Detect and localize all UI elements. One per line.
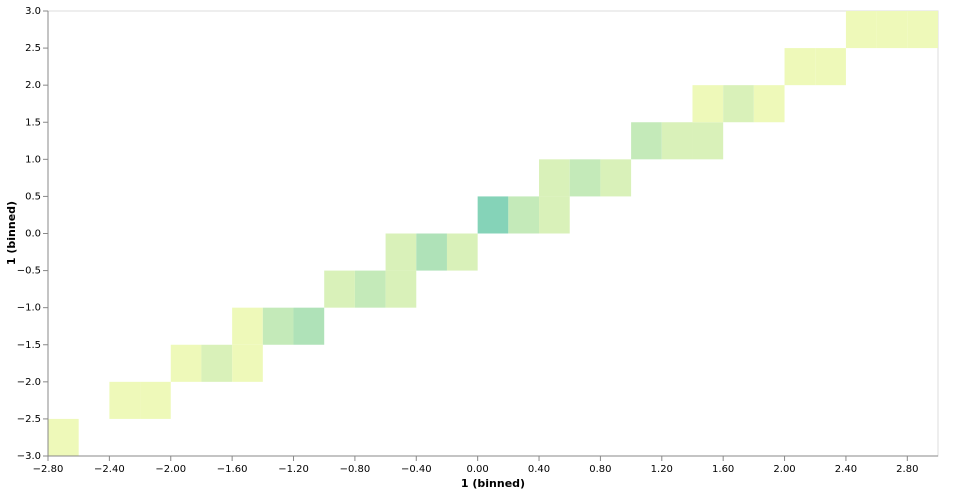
heat-cell (600, 159, 632, 197)
y-tick-label: 2.5 (25, 43, 41, 54)
x-tick-label: 2.80 (896, 464, 918, 475)
heat-cell (692, 85, 724, 123)
y-tick-label: −2.0 (17, 377, 41, 388)
y-tick-label: 0.0 (25, 229, 41, 240)
heat-cell (784, 48, 816, 86)
y-tick-label: −0.5 (17, 266, 41, 277)
y-axis-title: 1 (binned) (5, 201, 18, 265)
heat-cell (569, 159, 601, 197)
heat-cell (477, 196, 509, 234)
heat-cell (324, 270, 355, 308)
y-tick-label: 0.5 (25, 191, 41, 202)
heat-cell (446, 233, 478, 271)
x-tick-label: 2.00 (773, 464, 795, 475)
x-tick-label: 0.00 (467, 464, 489, 475)
heat-cell (907, 11, 938, 49)
y-tick-label: −1.5 (17, 340, 41, 351)
y-tick-label: 1.0 (25, 154, 41, 165)
heat-cell (140, 381, 171, 419)
heat-cell (508, 196, 540, 234)
x-axis-title: 1 (binned) (461, 477, 525, 490)
y-tick-label: −2.5 (17, 414, 41, 425)
heat-cell (232, 344, 263, 382)
heat-cell (385, 233, 417, 271)
heat-cell (631, 122, 662, 160)
x-tick-label: −2.40 (94, 464, 125, 475)
x-tick-label: 0.40 (528, 464, 550, 475)
heat-cell (539, 196, 570, 234)
heat-cell (539, 159, 570, 197)
heat-cell (48, 418, 79, 456)
heat-cell (170, 344, 202, 382)
x-tick-label: 1.60 (712, 464, 734, 475)
y-tick-label: −3.0 (17, 451, 41, 462)
y-tick-label: 1.5 (25, 117, 41, 128)
x-tick-label: −1.20 (278, 464, 309, 475)
x-tick-label: −2.80 (33, 464, 64, 475)
heat-cell (876, 11, 908, 49)
heat-cell (109, 381, 141, 419)
y-tick-label: 2.0 (25, 80, 41, 91)
y-tick-label: 3.0 (25, 6, 41, 17)
heat-cell (723, 85, 754, 123)
x-tick-label: −1.60 (217, 464, 248, 475)
heat-cell (692, 122, 724, 160)
heat-cell (845, 11, 877, 49)
x-tick-label: 2.40 (835, 464, 857, 475)
heat-cell (232, 307, 263, 345)
y-tick-label: −1.0 (17, 303, 41, 314)
x-tick-label: −0.40 (401, 464, 432, 475)
x-tick-label: −0.80 (340, 464, 371, 475)
heat-cell (262, 307, 294, 345)
x-tick-label: −2.00 (155, 464, 186, 475)
heat-cell (416, 233, 447, 271)
heat-cell (753, 85, 785, 123)
heat-cell (354, 270, 386, 308)
heat-cell (661, 122, 693, 160)
heat-cell (385, 270, 417, 308)
x-tick-label: 0.80 (589, 464, 611, 475)
heat-cell (293, 307, 325, 345)
x-tick-label: 1.20 (651, 464, 673, 475)
heat-cell (201, 344, 233, 382)
heat-cell (815, 48, 846, 86)
